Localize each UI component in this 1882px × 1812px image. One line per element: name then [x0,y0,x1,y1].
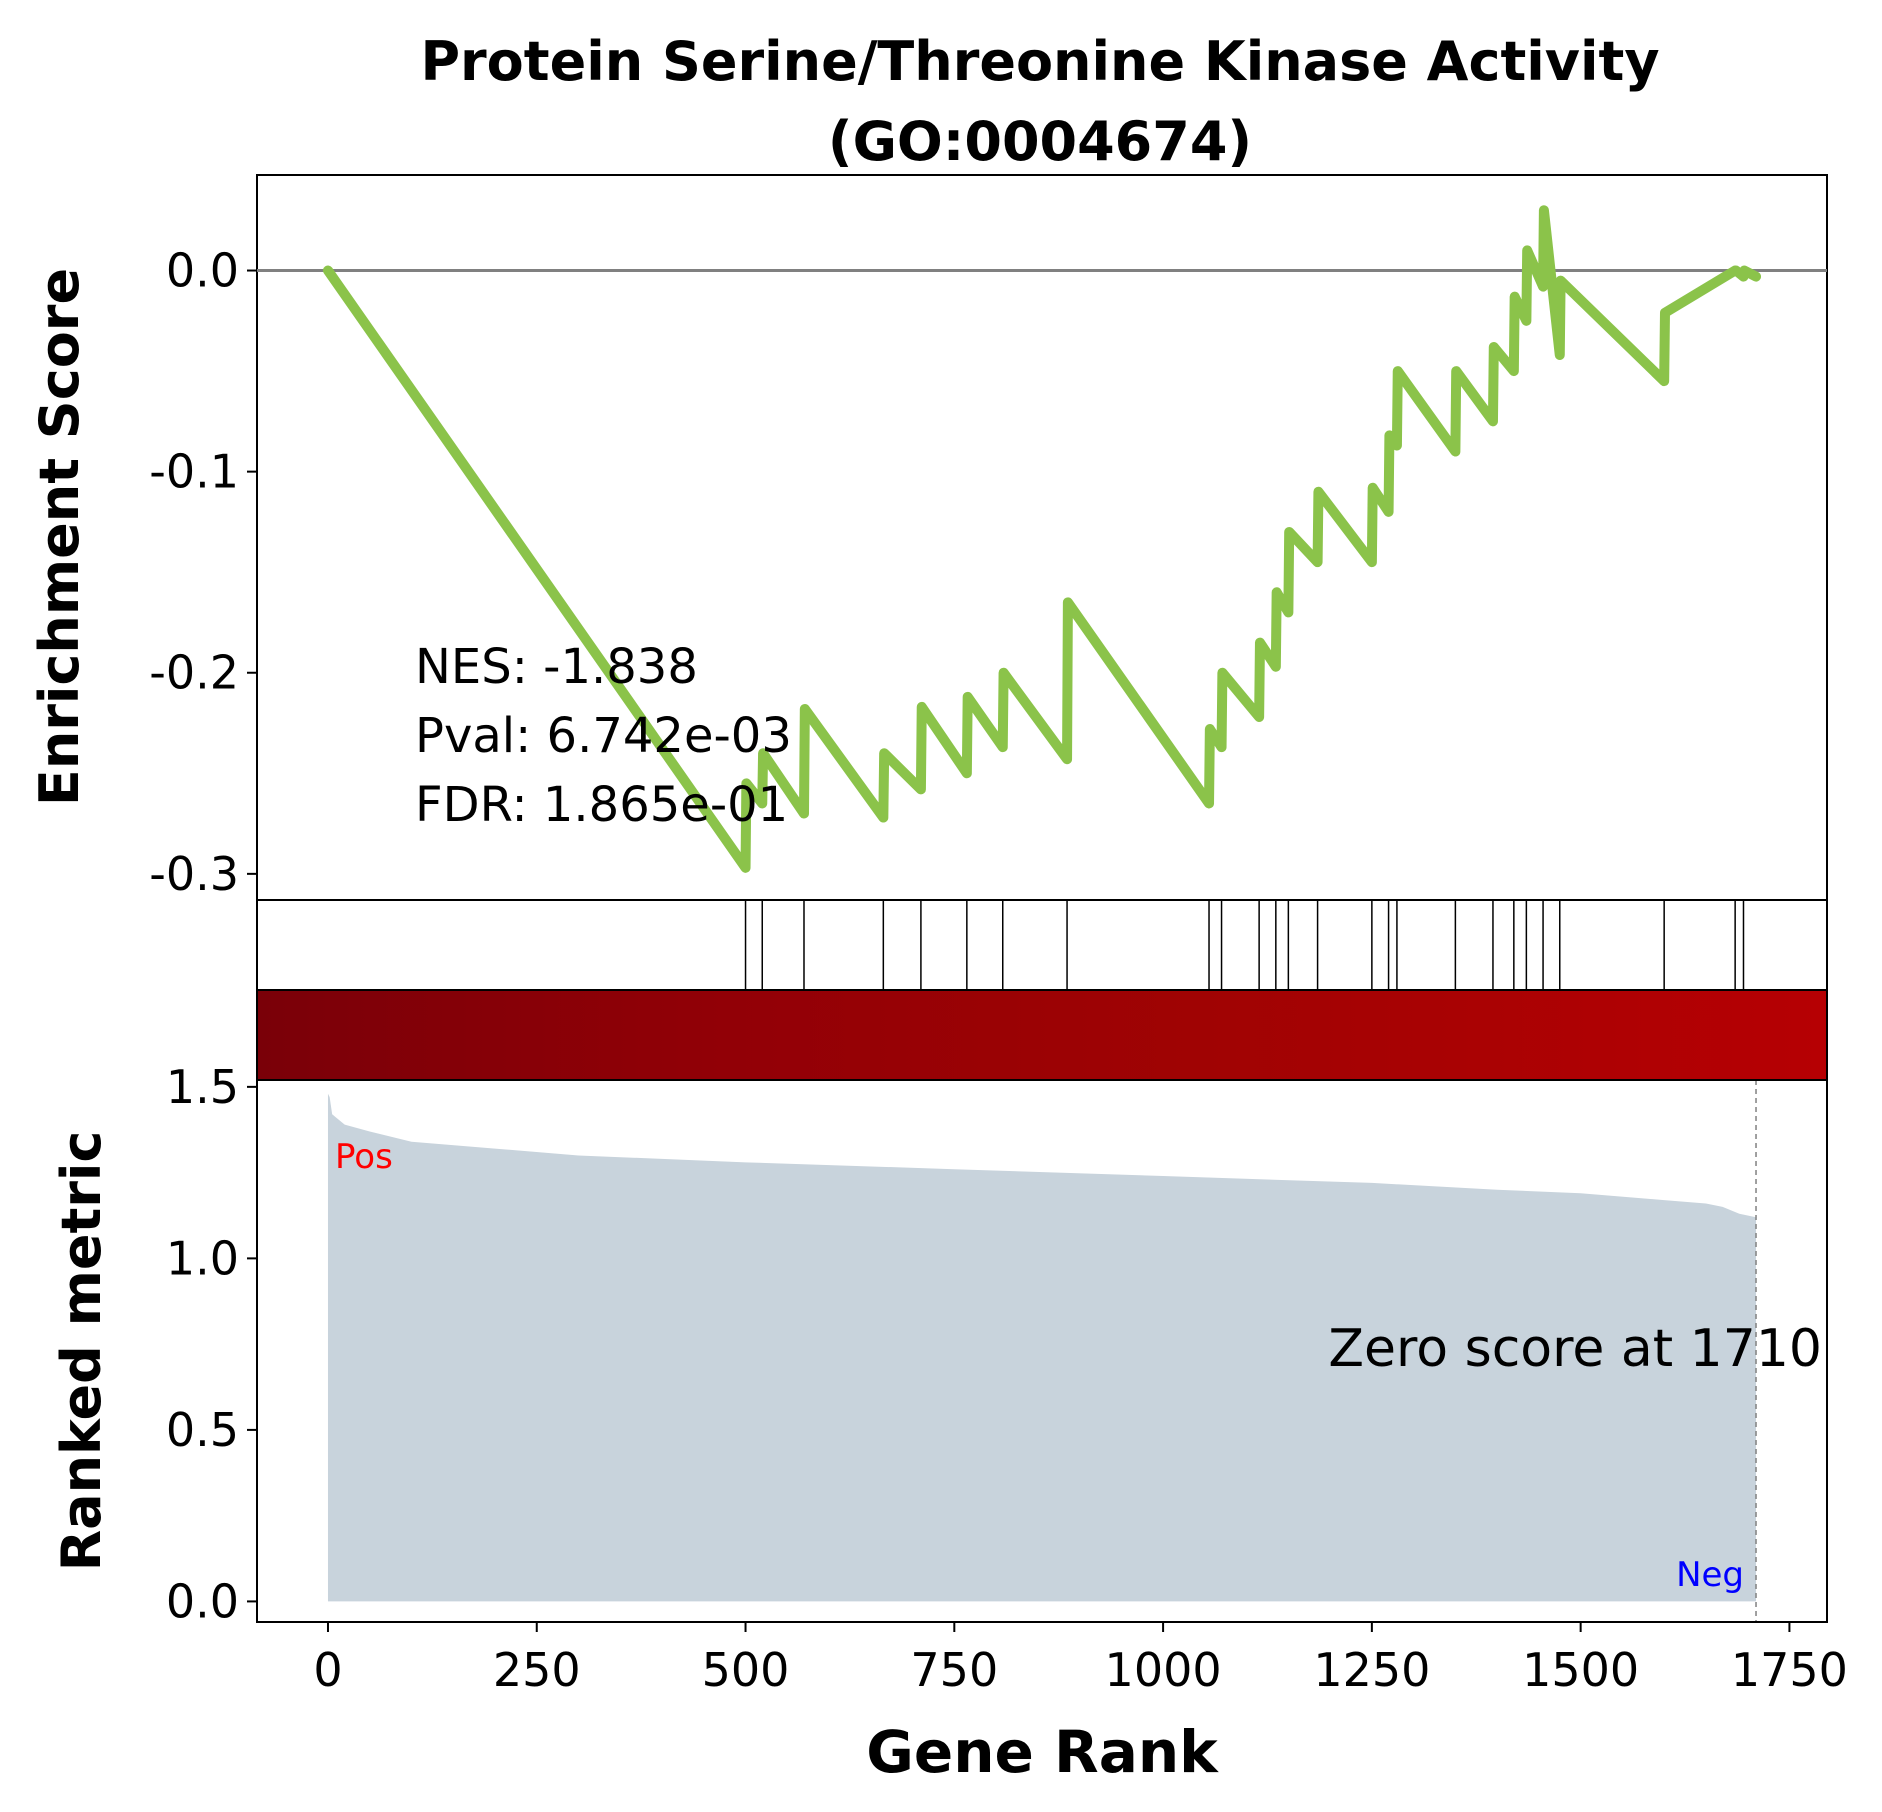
es-y-tick-label: 0.0 [166,244,239,298]
es-y-axis-label: Enrichment Score [28,268,91,806]
enrichment-score-panel: 0.0 -0.1 -0.2 -0.3 NES: -1.838 Pval: 6.742e… [28,174,1828,901]
x-tick-label: 250 [493,1643,581,1697]
chart-title-line2: (GO:0004674) [828,110,1252,173]
hits-panel-frame [256,899,1828,991]
chart-title-line1: Protein Serine/Threonine Kinase Activity [420,30,1659,93]
fdr-stat: FDR: 1.865e-01 [415,777,788,833]
x-axis-label: Gene Rank [866,1718,1219,1786]
x-tick-label: 750 [910,1643,998,1697]
ranked-panel-frame [256,1079,1828,1623]
es-y-tick-label: -0.1 [149,445,239,499]
pos-label: Pos [335,1137,393,1177]
es-y-tick-label: -0.2 [149,646,239,700]
es-curve [322,205,1762,873]
ranked-y-tick-label: 1.0 [166,1231,239,1285]
ranked-y-tick-label: 0.0 [166,1574,239,1628]
pval-stat: Pval: 6.742e-03 [415,708,792,764]
neg-label: Neg [1676,1555,1744,1595]
zero-score-label: Zero score at 1710 [1328,1319,1822,1379]
x-tick-label: 500 [702,1643,790,1697]
ranked-y-tick-label: 1.5 [166,1060,239,1114]
x-tick-label: 1500 [1522,1643,1639,1697]
x-tick-label: 1000 [1105,1643,1222,1697]
ranked-y-tick-label: 0.5 [166,1403,239,1457]
nes-stat: NES: -1.838 [415,639,698,695]
es-y-tick-label: -0.3 [149,847,239,901]
rank-heat-strip [256,989,1828,1081]
gene-hits-panel [256,899,1828,991]
ranked-metric-panel: 0.00.51.01.5 Pos Neg Zero score at 1710 … [50,1060,1828,1628]
ranked-y-axis-label: Ranked metric [50,1131,113,1572]
x-tick-label: 1250 [1313,1643,1430,1697]
ranked-metric-area [327,1093,1757,1602]
x-axis: 0 250 500 750 1000 1250 1500 1750 Gene Rank [313,1622,1848,1786]
x-tick-label: 0 [313,1643,342,1697]
x-tick-label: 1750 [1731,1643,1848,1697]
